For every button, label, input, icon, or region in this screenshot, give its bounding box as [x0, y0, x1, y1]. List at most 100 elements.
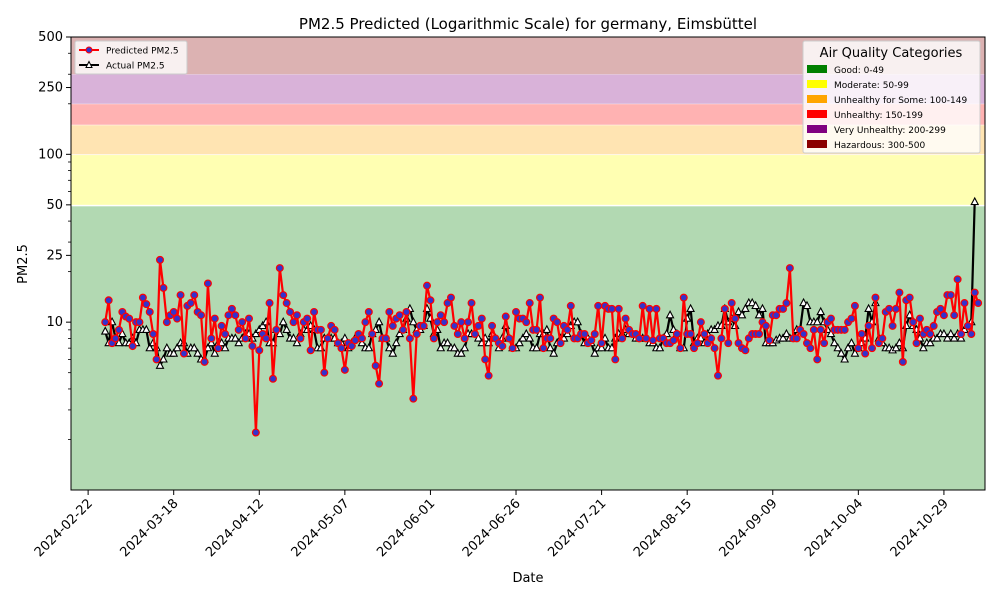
predicted-point	[286, 307, 295, 316]
actual-point	[443, 337, 452, 347]
predicted-point	[364, 307, 373, 316]
actual-point	[460, 342, 470, 352]
predicted-point	[173, 314, 182, 323]
predicted-point	[539, 344, 548, 353]
actual-point	[655, 342, 665, 352]
predicted-point	[402, 307, 411, 316]
predicted-point	[245, 314, 254, 323]
predicted-point	[970, 288, 979, 297]
plot-frame	[70, 36, 986, 491]
actual-point	[364, 342, 374, 352]
actual-point	[374, 316, 384, 326]
y-tick-label: 100	[38, 147, 63, 162]
category-swatch	[807, 110, 827, 118]
actual-point	[234, 337, 244, 347]
actual-point	[282, 324, 292, 333]
predicted-point	[340, 365, 349, 374]
predicted-point	[409, 394, 418, 403]
predicted-point	[159, 283, 168, 292]
predicted-point	[330, 325, 339, 334]
predicted-point	[214, 344, 223, 353]
predicted-point	[868, 344, 877, 353]
predicted-point	[864, 321, 873, 330]
predicted-point	[289, 318, 298, 327]
predicted-point	[946, 291, 955, 300]
x-tick-label: 2024-10-04	[802, 496, 866, 560]
predicted-point	[679, 293, 688, 302]
actual-point	[932, 333, 942, 342]
predicted-point	[799, 330, 808, 339]
predicted-point	[594, 301, 603, 310]
predicted-point	[498, 342, 507, 351]
predicted-series	[101, 255, 983, 437]
predicted-point	[306, 346, 315, 355]
predicted-point	[638, 301, 647, 310]
predicted-point	[912, 339, 921, 348]
predicted-point	[347, 342, 356, 351]
predicted-point	[176, 291, 185, 300]
actual-point	[521, 328, 531, 338]
predicted-point	[861, 349, 870, 358]
predicted-point	[460, 334, 469, 343]
actual-point	[778, 333, 788, 342]
predicted-point	[190, 291, 199, 300]
predicted-point	[169, 307, 178, 316]
actual-point	[833, 342, 843, 352]
predicted-point	[809, 325, 818, 334]
series-legend-box	[74, 40, 188, 75]
predicted-point	[953, 275, 962, 284]
predicted-point	[477, 314, 486, 323]
predicted-point	[272, 325, 281, 334]
actual-point	[436, 342, 446, 352]
x-tick-label: 2024-07-21	[545, 496, 609, 560]
predicted-point	[217, 321, 226, 330]
predicted-point	[532, 325, 541, 334]
category-label: Very Unhealthy: 200-299	[834, 126, 946, 136]
predicted-point	[597, 339, 606, 348]
predicted-point	[960, 299, 969, 308]
predicted-point	[905, 293, 914, 302]
predicted-point	[371, 361, 380, 370]
actual-point	[251, 328, 261, 338]
predicted-point	[241, 334, 250, 343]
predicted-point	[450, 321, 459, 330]
band-3	[71, 104, 985, 125]
predicted-point	[429, 334, 438, 343]
predicted-point	[611, 355, 620, 364]
predicted-point	[857, 330, 866, 339]
predicted-point	[957, 330, 966, 339]
actual-point	[210, 348, 220, 357]
predicted-point	[566, 301, 575, 310]
y-tick-label: 500	[38, 30, 63, 45]
actual-point	[864, 303, 874, 313]
predicted-point	[686, 330, 695, 339]
actual-point	[891, 342, 901, 352]
predicted-point	[761, 321, 770, 330]
predicted-point	[125, 314, 134, 323]
actual-point	[754, 310, 764, 319]
category-label: Unhealthy for Some: 100-149	[834, 96, 967, 106]
predicted-point	[696, 318, 705, 327]
actual-point	[384, 342, 394, 352]
predicted-point	[501, 312, 510, 321]
predicted-point	[967, 330, 976, 339]
predicted-point	[676, 344, 685, 353]
actual-point	[515, 337, 524, 347]
actual-point	[949, 333, 959, 342]
legend-swatch-marker	[85, 46, 93, 54]
predicted-point	[221, 330, 230, 339]
predicted-point	[446, 293, 455, 302]
actual-point	[542, 324, 552, 333]
predicted-point	[138, 293, 147, 302]
actual-point	[145, 342, 155, 352]
predicted-point	[467, 299, 476, 308]
y-tick-label: 10	[46, 315, 63, 330]
x-tick-label: 2024-04-12	[203, 496, 267, 560]
series-legend-label: Actual PM2.5	[106, 62, 165, 72]
predicted-point	[255, 346, 264, 355]
predicted-point	[850, 301, 859, 310]
predicted-point	[337, 344, 346, 353]
predicted-point	[128, 342, 137, 351]
x-tick-label: 2024-05-07	[289, 496, 353, 560]
